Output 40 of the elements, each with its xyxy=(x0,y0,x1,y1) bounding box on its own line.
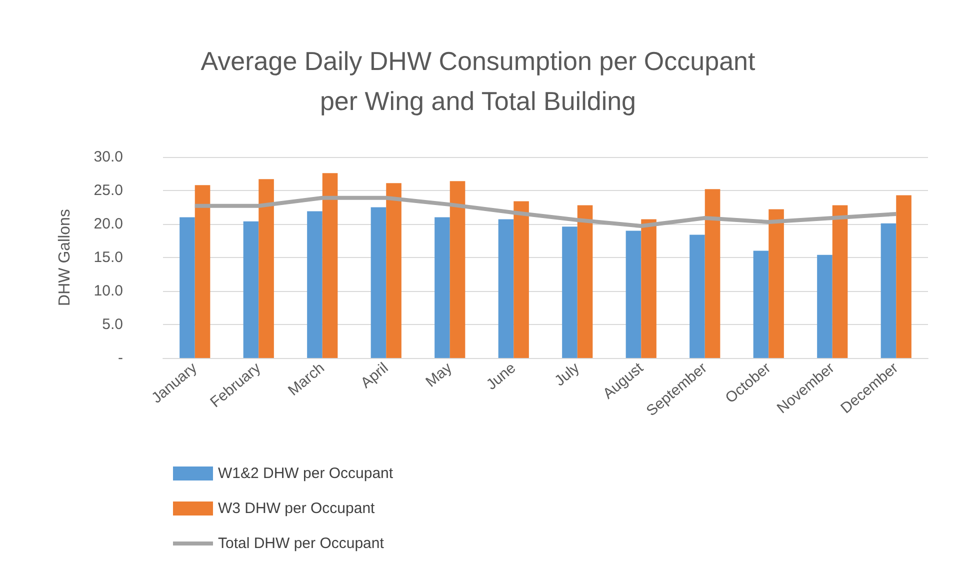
legend-label: W3 DHW per Occupant xyxy=(218,500,376,517)
y-tick-label: 20.0 xyxy=(94,216,123,232)
y-tick-label: 25.0 xyxy=(94,182,123,199)
y-tick-label: 5.0 xyxy=(102,316,123,333)
bar xyxy=(307,211,322,358)
y-tick-label: 30.0 xyxy=(94,148,123,166)
bar xyxy=(194,185,210,358)
bar xyxy=(626,230,642,358)
bar xyxy=(498,219,514,358)
y-axis-title: DHW Gallons xyxy=(56,209,74,306)
bar xyxy=(322,173,338,358)
bar xyxy=(243,221,259,358)
bar xyxy=(832,205,848,358)
bar xyxy=(880,223,896,358)
y-tick-label: 15.0 xyxy=(94,249,123,266)
x-tick-label: May xyxy=(422,359,456,391)
y-tick-label: - xyxy=(118,350,123,366)
bar xyxy=(562,226,578,358)
bar xyxy=(768,209,784,358)
x-tick-label: July xyxy=(551,359,584,390)
bar xyxy=(434,217,450,358)
y-tick-label: 10.0 xyxy=(94,282,123,300)
bar xyxy=(817,254,832,358)
bar xyxy=(180,217,195,358)
bar xyxy=(514,201,529,358)
bar xyxy=(690,234,705,358)
bar xyxy=(641,219,656,358)
bar xyxy=(258,179,274,358)
legend-label: Total DHW per Occupant xyxy=(218,535,385,552)
x-tick-label: June xyxy=(483,359,520,394)
bar xyxy=(896,195,912,358)
bar xyxy=(370,207,386,358)
bar xyxy=(753,250,769,358)
bar xyxy=(386,183,402,358)
bar xyxy=(577,205,593,358)
chart-title: Average Daily DHW Consumption per Occupant per Wing and Total Building xyxy=(200,46,756,116)
legend-label: W1&2 DHW per Occupant xyxy=(218,465,394,482)
bar xyxy=(704,189,720,358)
bar xyxy=(450,181,466,358)
line-series xyxy=(192,196,898,228)
